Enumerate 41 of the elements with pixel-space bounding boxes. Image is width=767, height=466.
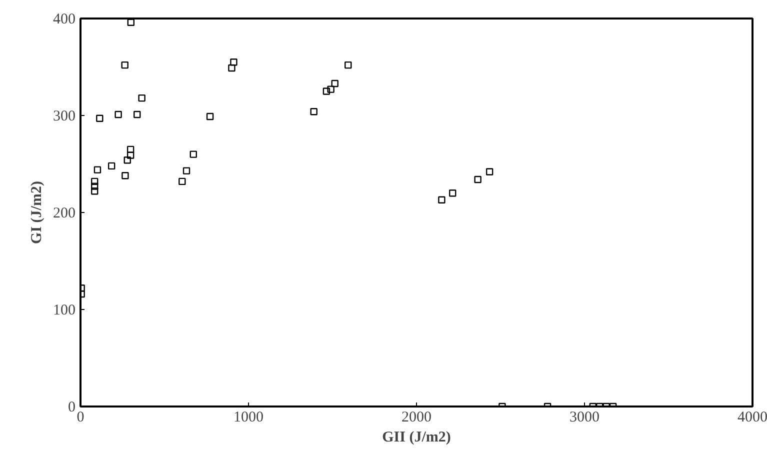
point	[134, 110, 141, 118]
point	[124, 156, 131, 164]
point	[190, 150, 197, 158]
point	[322, 88, 330, 95]
y-tick-label: 200	[53, 206, 76, 222]
point	[121, 61, 128, 69]
point	[108, 162, 116, 170]
point	[230, 58, 238, 66]
point	[178, 178, 186, 186]
point	[438, 196, 446, 204]
point	[449, 190, 456, 197]
point	[96, 114, 104, 122]
y-axis-title: GI (J/m2)	[29, 181, 45, 244]
point	[114, 110, 122, 118]
point	[138, 94, 146, 102]
point	[91, 182, 98, 190]
y-tick-label: 300	[53, 108, 76, 124]
point	[327, 86, 334, 93]
x-tick-label: 1000	[234, 410, 264, 426]
point	[206, 112, 214, 120]
y-tick-label: 0	[68, 400, 76, 416]
point	[94, 166, 102, 174]
point	[127, 18, 134, 26]
point	[486, 168, 494, 176]
point	[310, 108, 318, 116]
x-tick-label: 2000	[402, 410, 432, 426]
x-tick-label: 4000	[738, 410, 767, 426]
y-tick-label: 100	[53, 302, 76, 318]
point	[91, 188, 98, 195]
x-axis-title: GII (J/m2)	[382, 430, 451, 446]
point	[91, 178, 98, 186]
point	[331, 80, 338, 88]
point	[474, 176, 482, 184]
y-tick-label: 400	[53, 12, 76, 28]
point	[344, 61, 352, 69]
point	[126, 146, 134, 154]
point	[122, 172, 129, 180]
point	[228, 64, 236, 72]
point	[182, 167, 190, 174]
point	[126, 152, 134, 159]
x-tick-label: 3000	[570, 410, 600, 426]
